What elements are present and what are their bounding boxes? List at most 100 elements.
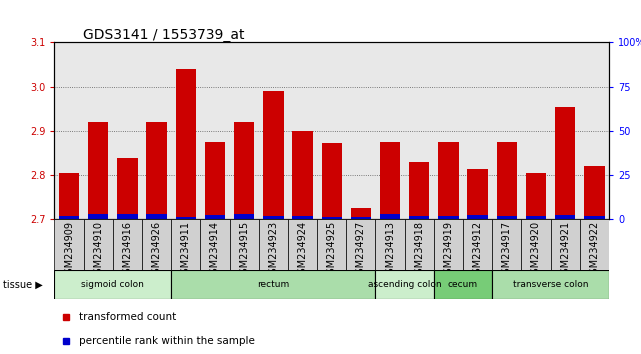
Bar [526, 173, 546, 219]
Text: GSM234912: GSM234912 [472, 221, 483, 280]
Text: percentile rank within the sample: percentile rank within the sample [79, 336, 255, 346]
Bar [229, 219, 259, 271]
Bar [579, 42, 609, 219]
Bar [88, 122, 108, 219]
Text: transverse colon: transverse colon [513, 280, 588, 289]
Bar [322, 217, 342, 219]
Bar [263, 216, 283, 219]
Bar [497, 142, 517, 219]
Bar [438, 216, 459, 219]
Bar [317, 42, 346, 219]
Text: GSM234918: GSM234918 [414, 221, 424, 280]
Text: ascending colon: ascending colon [368, 280, 442, 289]
Bar [171, 42, 201, 219]
Bar [204, 142, 225, 219]
Bar [376, 219, 404, 271]
Bar [322, 143, 342, 219]
Bar [201, 219, 229, 271]
Bar [584, 166, 604, 219]
Bar [142, 42, 171, 219]
Bar [146, 214, 167, 219]
Bar [142, 219, 171, 271]
Text: GSM234921: GSM234921 [560, 221, 570, 280]
Bar [84, 42, 113, 219]
Text: GSM234916: GSM234916 [122, 221, 133, 280]
Bar [171, 270, 376, 299]
Bar [176, 69, 196, 219]
Bar [376, 270, 434, 299]
Bar [380, 142, 400, 219]
Text: cecum: cecum [448, 280, 478, 289]
Bar [492, 219, 521, 271]
Bar [263, 91, 283, 219]
Bar [229, 42, 259, 219]
Text: GSM234919: GSM234919 [444, 221, 453, 280]
Bar [526, 216, 546, 219]
Bar [317, 219, 346, 271]
Bar [54, 219, 84, 271]
Bar [551, 219, 579, 271]
Bar [59, 173, 79, 219]
Text: GSM234917: GSM234917 [502, 221, 512, 280]
Bar [234, 214, 254, 219]
Bar [84, 219, 113, 271]
Bar [351, 217, 371, 219]
Bar [117, 158, 138, 219]
Bar [259, 42, 288, 219]
Bar [521, 42, 551, 219]
Bar [497, 216, 517, 219]
Bar [521, 219, 551, 271]
Bar [117, 214, 138, 219]
Bar [409, 162, 429, 219]
Text: GSM234911: GSM234911 [181, 221, 191, 280]
Text: GSM234920: GSM234920 [531, 221, 541, 280]
Text: GSM234922: GSM234922 [589, 221, 599, 280]
Bar [467, 169, 488, 219]
Bar [434, 270, 492, 299]
Text: sigmoid colon: sigmoid colon [81, 280, 144, 289]
Bar [113, 219, 142, 271]
Bar [201, 42, 229, 219]
Bar [551, 42, 579, 219]
Bar [376, 42, 404, 219]
Bar [434, 42, 463, 219]
Text: GSM234923: GSM234923 [269, 221, 278, 280]
Bar [146, 122, 167, 219]
Text: GSM234924: GSM234924 [297, 221, 308, 280]
Bar [434, 219, 463, 271]
Bar [492, 270, 609, 299]
Bar [54, 270, 171, 299]
Bar [59, 216, 79, 219]
Bar [113, 42, 142, 219]
Bar [404, 42, 434, 219]
Text: GSM234913: GSM234913 [385, 221, 395, 280]
Text: GSM234915: GSM234915 [239, 221, 249, 280]
Bar [555, 107, 576, 219]
Bar [584, 216, 604, 219]
Bar [259, 219, 288, 271]
Text: GSM234910: GSM234910 [93, 221, 103, 280]
Text: GSM234914: GSM234914 [210, 221, 220, 280]
Bar [463, 219, 492, 271]
Text: GDS3141 / 1553739_at: GDS3141 / 1553739_at [83, 28, 245, 42]
Bar [234, 122, 254, 219]
Bar [171, 219, 201, 271]
Text: transformed count: transformed count [79, 312, 177, 322]
Bar [288, 42, 317, 219]
Bar [351, 209, 371, 219]
Text: tissue ▶: tissue ▶ [3, 280, 43, 290]
Bar [467, 215, 488, 219]
Bar [380, 214, 400, 219]
Bar [492, 42, 521, 219]
Bar [288, 219, 317, 271]
Bar [204, 215, 225, 219]
Bar [54, 42, 84, 219]
Text: rectum: rectum [257, 280, 290, 289]
Bar [292, 216, 313, 219]
Text: GSM234927: GSM234927 [356, 221, 366, 280]
Bar [409, 216, 429, 219]
Bar [346, 42, 376, 219]
Bar [176, 217, 196, 219]
Bar [555, 215, 576, 219]
Bar [438, 142, 459, 219]
